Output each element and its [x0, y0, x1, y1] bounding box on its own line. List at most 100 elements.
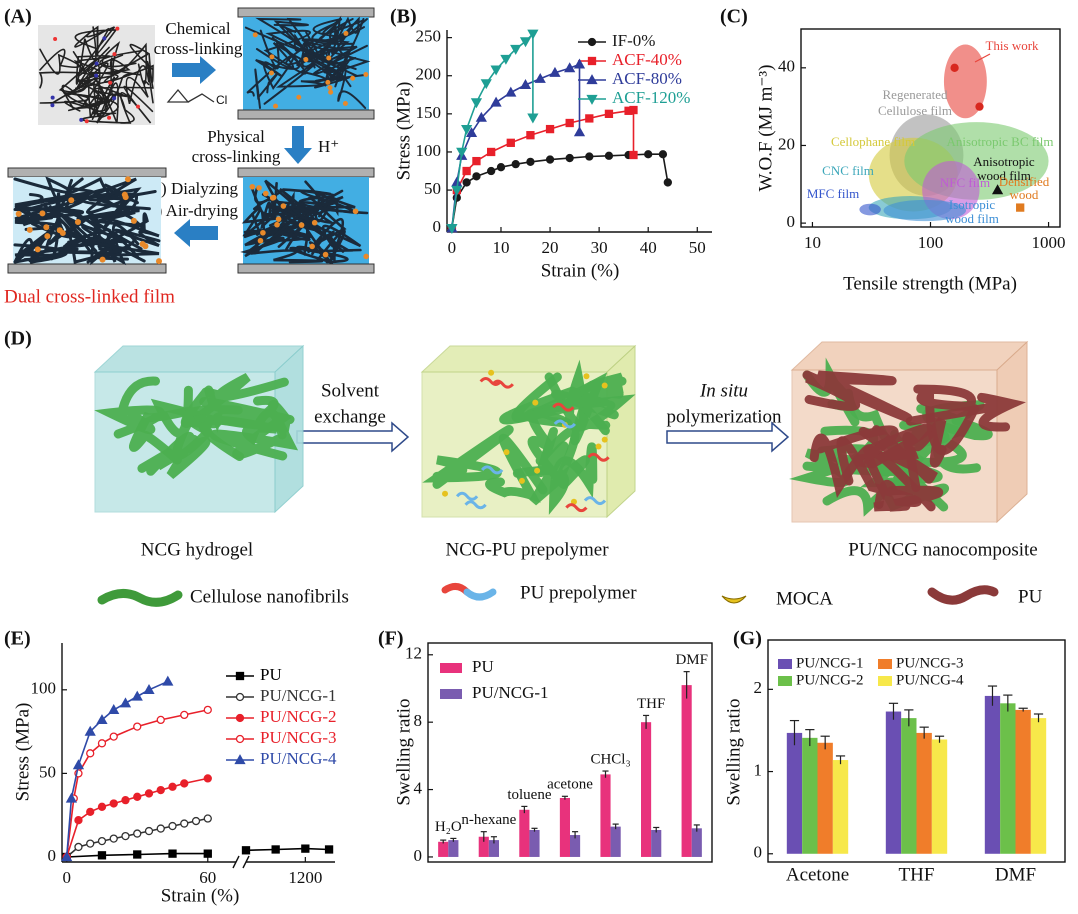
- legend-label: IF-0%: [612, 31, 655, 50]
- legend-label: PU/NCG-1: [472, 683, 549, 702]
- marker: [585, 114, 594, 123]
- fiber: [306, 48, 350, 88]
- crosslink: [442, 490, 449, 497]
- marker: [109, 799, 118, 808]
- marker: [490, 65, 502, 76]
- step-label: Solvent: [321, 380, 380, 401]
- fiber: [28, 227, 88, 264]
- marker: [526, 157, 535, 167]
- crosslink: [102, 36, 107, 41]
- marker: [241, 846, 251, 855]
- fiber: [802, 370, 913, 423]
- fiber: [577, 372, 627, 408]
- y-tick-label: 0: [414, 846, 423, 865]
- legend-label: ACF-40%: [612, 50, 682, 69]
- crosslink: [601, 382, 608, 389]
- fiber: [240, 231, 285, 255]
- marker: [564, 62, 576, 73]
- legend-label: PU/NCG-3: [896, 655, 964, 671]
- marker: [271, 845, 280, 854]
- marker: [545, 155, 555, 164]
- crosslink: [309, 243, 315, 250]
- region: [859, 203, 881, 216]
- fiber: [81, 225, 160, 263]
- region: [883, 199, 967, 222]
- marker: [500, 54, 512, 65]
- crosslink: [136, 104, 141, 109]
- bar: [817, 742, 833, 854]
- category-label: DMF: [675, 652, 708, 668]
- legend-marker: [235, 734, 245, 744]
- y-tick-label: 0: [754, 843, 763, 862]
- marker: [65, 792, 78, 803]
- bar: [916, 732, 932, 854]
- marker: [470, 98, 483, 109]
- y-tick-label: 100: [31, 679, 57, 698]
- bar: [885, 711, 902, 854]
- fiber: [285, 224, 349, 264]
- crosslink: [155, 258, 162, 265]
- legend-label: PU/NCG-2: [260, 707, 337, 726]
- region-label: NFC film: [940, 175, 990, 190]
- marker: [506, 138, 515, 147]
- marker: [465, 127, 478, 138]
- crosslink: [107, 115, 112, 120]
- crosslink: [108, 80, 113, 85]
- plate: [237, 263, 375, 274]
- stage-label: PU/NCG nanocomposite: [848, 539, 1037, 560]
- x-tick-label: 40: [640, 238, 657, 257]
- stage-label: NCG-PU prepolymer: [445, 539, 609, 560]
- bar: [802, 737, 818, 854]
- marker: [991, 184, 1004, 195]
- marker: [84, 725, 96, 736]
- legend-marker: [587, 37, 597, 47]
- bar: [651, 829, 662, 857]
- crosslink: [269, 54, 275, 60]
- marker: [86, 749, 95, 758]
- legend-icon: [463, 588, 497, 601]
- region-label: Anisotropic BC film: [947, 134, 1054, 149]
- legend-marker: [586, 94, 598, 105]
- y-tick-label: 50: [39, 762, 56, 781]
- marker: [203, 774, 212, 783]
- y-tick-label: 50: [424, 179, 441, 198]
- crosslink: [50, 103, 55, 108]
- fiber: [183, 385, 243, 436]
- cube-face: [996, 340, 1028, 524]
- y-tick-label: 200: [416, 65, 442, 84]
- step-label: i) Dialyzing: [156, 179, 238, 198]
- step-label: Physical: [207, 127, 265, 146]
- step-label: ii) Air-drying: [147, 201, 238, 220]
- legend-swatch: [878, 659, 892, 669]
- result-label: Dual cross-linked film: [4, 286, 175, 307]
- region-label: CNC film: [822, 163, 874, 178]
- marker: [527, 113, 539, 124]
- crosslink: [94, 61, 99, 66]
- y-tick-label: 0: [48, 846, 57, 865]
- arrow: [296, 421, 410, 453]
- marker: [61, 851, 73, 862]
- marker: [490, 96, 502, 107]
- marker: [301, 844, 310, 853]
- marker: [162, 675, 174, 686]
- marker: [74, 816, 83, 825]
- prepolymer: [553, 419, 576, 429]
- marker: [573, 58, 586, 69]
- crosslink: [518, 477, 525, 484]
- plate: [7, 263, 167, 274]
- bar: [901, 718, 917, 854]
- marker: [191, 816, 201, 826]
- prepolymer: [479, 376, 502, 386]
- marker: [203, 705, 212, 715]
- series-line: [245, 847, 330, 852]
- legend-marker: [235, 692, 245, 702]
- crosslink: [50, 95, 55, 100]
- y-tick-label: 150: [416, 103, 442, 122]
- fiber: [128, 406, 193, 465]
- step-label: cross-linking: [154, 39, 243, 58]
- crosslink: [79, 117, 84, 122]
- crosslink: [328, 89, 334, 95]
- bar: [570, 835, 581, 857]
- crosslink: [252, 32, 258, 38]
